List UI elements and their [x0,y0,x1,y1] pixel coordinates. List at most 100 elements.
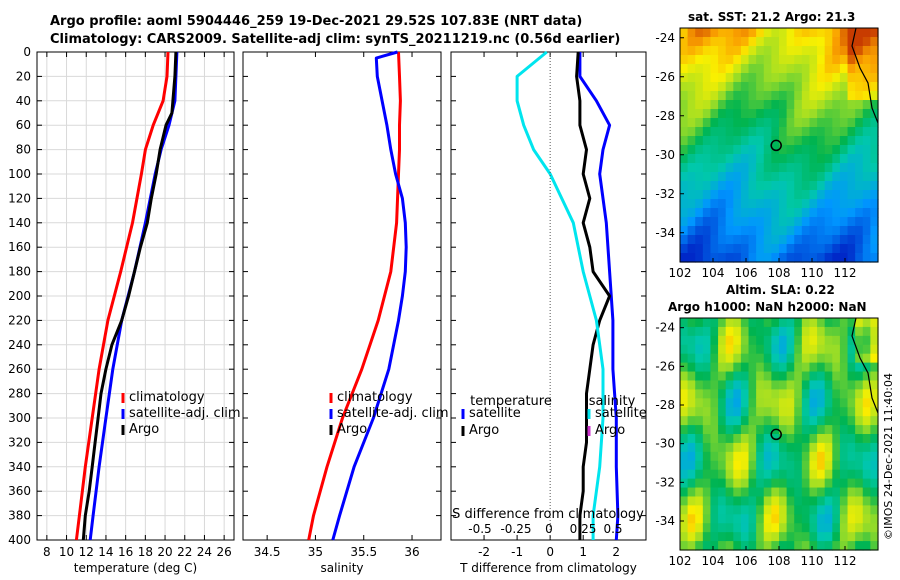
sla-map-cell [763,532,772,542]
temperature-panel-ytick-label: 280 [8,387,31,401]
sla-map-cell [855,389,864,399]
sla-map-cell [771,496,780,506]
sla-map-cell [718,460,727,471]
sla-map-cell [748,335,757,346]
sla-map-cell [801,487,811,498]
sst-map-cell [710,199,719,209]
sst-map-cell [725,154,734,164]
sla-map-ytick-label: -26 [655,359,675,373]
sla-map-cell [794,541,803,551]
sst-map-cell [763,172,772,182]
sla-map-xtick-label: 104 [702,554,725,568]
sst-map-cell [771,73,780,83]
sla-map-cell [680,541,689,551]
sst-map-cell [839,91,849,101]
sst-map-cell [725,28,734,38]
sst-map-cell [832,217,841,227]
sla-map-cell [687,514,696,524]
sst-map-cell [809,91,818,101]
sst-map-cell [847,190,856,200]
sla-map-cell [855,344,864,355]
sla-map-cell [809,353,818,364]
sla-map-cell [779,425,788,435]
sla-map-cell [801,353,811,364]
sla-map-cell [718,380,727,390]
sst-map-cell [801,127,811,137]
sst-map-cell [710,91,719,101]
sla-map-cell [733,344,742,355]
sst-map-cell [763,163,772,173]
sla-map-cell [695,434,704,444]
sla-map-cell [870,460,879,471]
sla-map-cell [740,335,750,346]
sla-map-cell [824,407,833,417]
sla-map-cell [824,389,833,399]
sla-map-cell [733,532,742,542]
sst-map-cell [695,64,704,74]
sla-map-cell [756,344,765,355]
sla-map-cell [809,389,818,399]
sst-map-cell [824,73,833,83]
sla-map-cell [779,344,788,355]
sla-map-cell [763,398,772,408]
sst-map-cell [725,253,734,263]
sst-map-cell [763,82,772,92]
sla-map-cell [817,380,826,390]
sla-map-cell [695,514,704,524]
sst-map-cell [740,253,750,263]
sla-map-cell [687,389,696,399]
sst-map-cell [763,145,772,155]
sla-map-cell [748,434,757,444]
sst-map-cell [855,73,864,83]
sla-map-cell [817,541,826,551]
sst-map-cell [801,91,811,101]
sla-map-cell [870,371,879,382]
sla-map-cell [702,478,712,489]
sla-map-cell [733,353,742,364]
sla-map-cell [771,398,780,408]
sst-map-cell [786,217,795,227]
sla-map-cell [809,469,818,480]
sst-map-cell [725,64,734,74]
sla-map-cell [695,362,704,373]
sla-map-cell [839,514,849,524]
sst-map-cell [680,217,689,227]
sst-map-cell [718,109,727,119]
sst-map-cell [687,136,696,146]
sla-map-cell [832,496,841,506]
sst-map-cell [855,226,864,236]
sst-map-cell [718,244,727,254]
sla-map-title-line1: Altim. SLA: 0.22 [726,283,835,297]
sla-map-ytick-label: -30 [655,437,675,451]
sla-map-cell [718,532,727,542]
sla-map-cell [817,514,826,524]
sst-map-cell [687,109,696,119]
sla-map-cell [763,514,772,524]
sst-map-cell [718,199,727,209]
sst-map-cell [733,91,742,101]
sst-map-cell [801,163,811,173]
sla-map-cell [832,532,841,542]
sla-map-title-line2: Argo h1000: NaN h2000: NaN [668,300,867,314]
sal-legend-label: climatology [337,390,413,405]
sst-map-cell [847,172,856,182]
sst-map-cell [687,118,696,128]
sst-map-cell [695,235,704,245]
sla-map-cell [855,541,864,551]
temperature-panel-ytick-label: 80 [16,143,31,157]
sla-map-cell [733,523,742,533]
sla-map-cell [687,460,696,471]
sst-map-cell [771,172,780,182]
sla-map-cell [824,425,833,435]
sst-map-cell [687,145,696,155]
sla-map-cell [839,335,849,346]
sst-map-cell [748,100,757,110]
sst-map-cell [847,100,856,110]
sst-map-cell [725,199,734,209]
sst-map-cell [824,181,833,191]
sla-map-cell [809,326,818,337]
sla-map-cell [710,541,719,551]
sla-map-cell [832,487,841,498]
sst-map-cell [695,109,704,119]
sla-map-cell [725,353,734,364]
